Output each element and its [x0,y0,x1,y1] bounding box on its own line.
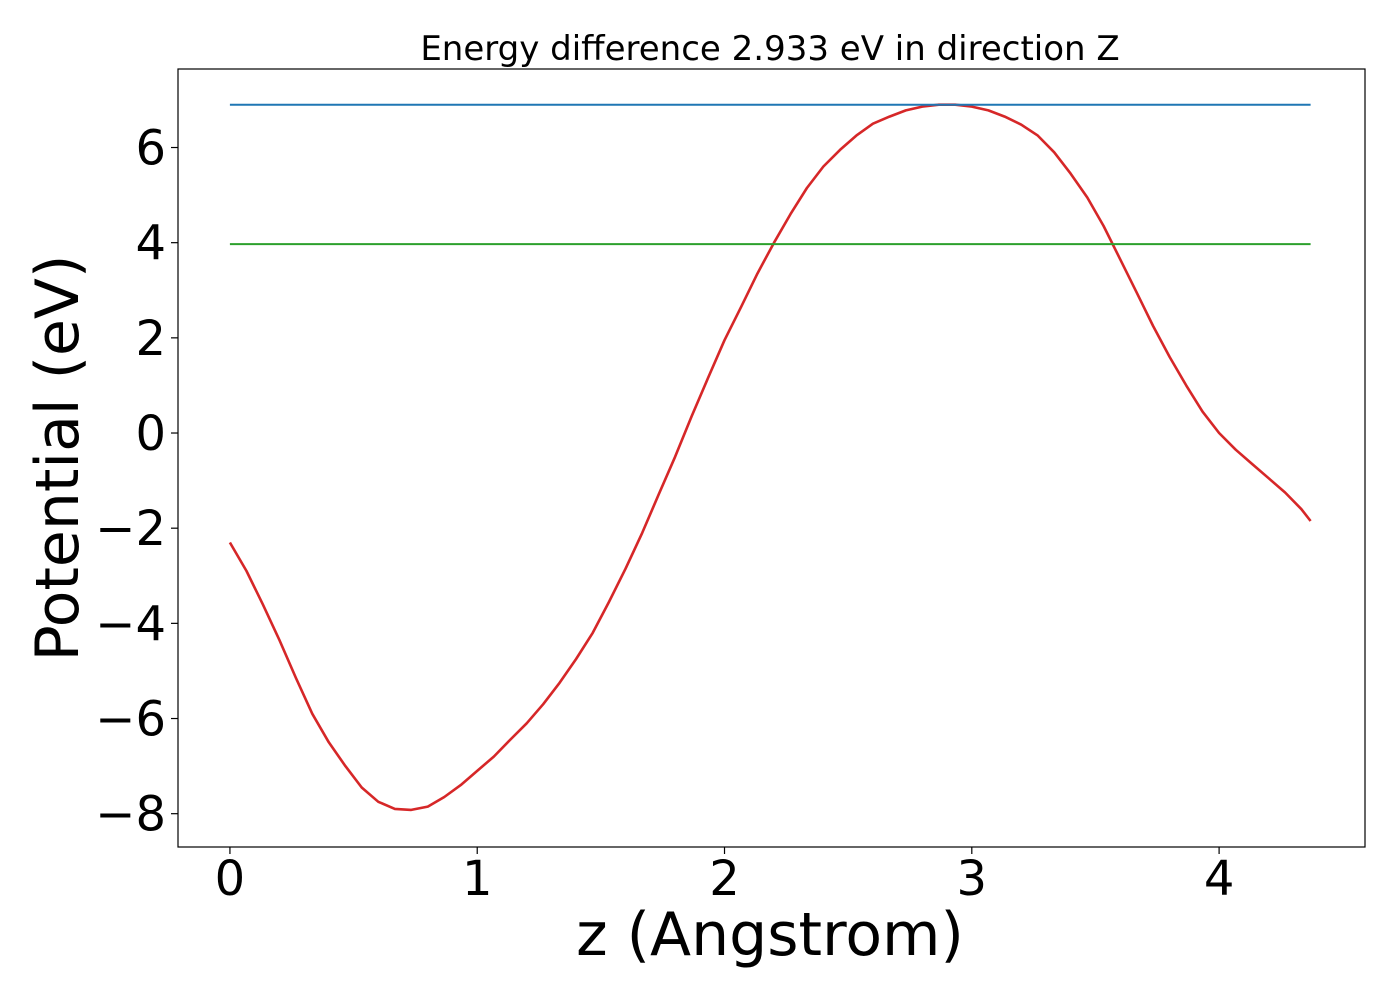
x-tick-label: 2 [709,851,740,907]
y-tick-label: −8 [95,787,166,843]
x-tick-label: 1 [462,851,493,907]
y-tick-label: −6 [95,692,166,748]
y-tick-label: −2 [95,501,166,557]
y-tick-label: 4 [135,216,166,272]
y-axis-label: Potential (eV) [23,255,93,662]
plot-frame [177,68,1366,848]
x-axis-ticks: 0 1 2 3 4 [215,847,1235,907]
y-tick-label: 6 [135,121,166,177]
x-tick-label: 0 [215,851,246,907]
y-tick-label: 0 [135,406,166,462]
potential-line [228,103,1312,812]
x-axis-label: z (Angstrom) [576,900,964,970]
x-tick-label: 3 [957,851,988,907]
y-tick-label: −4 [95,596,166,652]
x-tick-label: 4 [1204,851,1235,907]
y-tick-label: 2 [135,311,166,367]
series-layer [228,103,1312,812]
chart-title: Energy difference 2.933 eV in direction … [420,29,1119,69]
y-axis-ticks: −8 −6 −4 −2 0 2 4 6 [95,121,178,843]
